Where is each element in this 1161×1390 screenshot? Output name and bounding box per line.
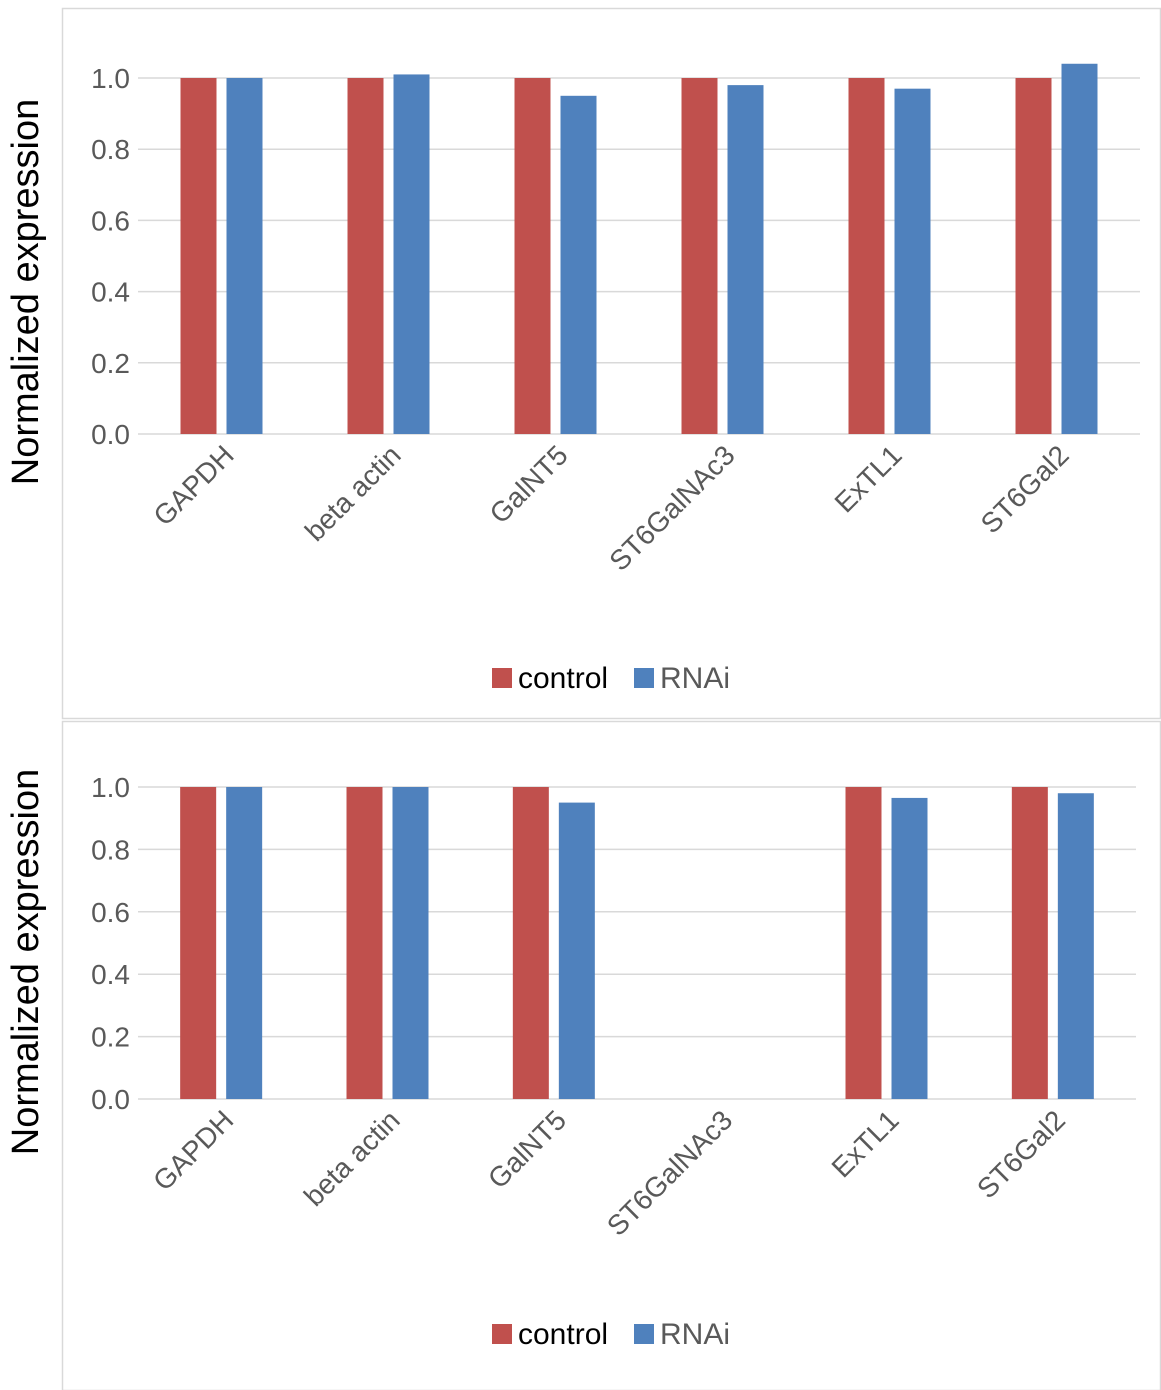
bar-control-extl1 — [848, 78, 885, 434]
legend-label-rnai: RNAi — [660, 1318, 730, 1351]
legend-swatch-rnai — [634, 1324, 654, 1344]
bar-control-beta-actin — [346, 787, 383, 1099]
legend-swatch-control — [492, 1324, 512, 1344]
y-tick-label: 0.2 — [91, 1022, 130, 1053]
bar-rnai-gapdh — [226, 787, 263, 1099]
x-tick-label: GalNT5 — [482, 1104, 572, 1194]
x-tick-label: ST6Gal2 — [971, 1104, 1071, 1204]
x-tick-label: GAPDH — [147, 439, 239, 531]
legend: control RNAi — [492, 662, 730, 695]
x-tick-label: ExTL1 — [826, 1104, 905, 1183]
y-tick-label: 0.6 — [91, 205, 130, 236]
y-tick-label: 1.0 — [91, 772, 130, 803]
legend-label-rnai: RNAi — [660, 662, 730, 695]
bar-control-beta-actin — [347, 78, 384, 434]
y-tick-label: 0.4 — [91, 959, 130, 990]
bar-rnai-st6gal2 — [1057, 793, 1094, 1099]
y-tick-label: 0.6 — [91, 897, 130, 928]
bar-rnai-extl1 — [891, 797, 928, 1099]
bar-rnai-beta-actin — [392, 787, 429, 1099]
bar-rnai-st6gal2 — [1061, 63, 1098, 434]
x-tick-label: GAPDH — [147, 1104, 239, 1196]
x-tick-label: ST6GalNAc3 — [601, 1104, 738, 1241]
x-tick-label: beta actin — [298, 1104, 406, 1212]
y-axis-label: Normalized expression — [5, 99, 47, 486]
bar-rnai-st6galnac3 — [727, 85, 764, 435]
y-tick-label: 0.8 — [91, 834, 130, 865]
legend-label-control: control — [518, 1318, 608, 1351]
y-axis-label: Normalized expression — [5, 769, 47, 1156]
bar-control-extl1 — [845, 787, 882, 1099]
chart-top: 0.0 0.2 0.4 0.6 0.8 1.0 Normalized expression G… — [5, 7, 1161, 720]
y-tick-label: 0.0 — [91, 1084, 130, 1115]
bar-control-gapdh — [180, 78, 217, 434]
y-tick-label: 0.2 — [91, 348, 130, 379]
x-tick-label: ExTL1 — [829, 439, 908, 518]
y-tick-label: 0.0 — [91, 419, 130, 450]
x-tick-label: beta actin — [299, 439, 407, 547]
bar-rnai-gapdh — [226, 78, 263, 434]
y-tick-label: 0.8 — [91, 134, 130, 165]
bar-control-gapdh — [180, 787, 217, 1099]
legend-swatch-control — [492, 668, 512, 688]
bar-control-galnt5 — [512, 787, 549, 1099]
bar-control-galnt5 — [514, 78, 551, 434]
bar-control-st6gal2 — [1011, 787, 1048, 1099]
chart-panel-bottom: 0.0 0.2 0.4 0.6 0.8 1.0 Normalized expression G… — [0, 720, 1161, 1390]
bar-rnai-galnt5 — [560, 95, 597, 435]
bar-control-st6galnac3 — [681, 78, 718, 434]
chart-panel-top: 0.0 0.2 0.4 0.6 0.8 1.0 Normalized expression G… — [5, 7, 1161, 720]
bar-rnai-extl1 — [894, 88, 931, 435]
bar-control-st6gal2 — [1015, 78, 1052, 434]
x-tick-label: GalNT5 — [484, 439, 574, 529]
x-tick-label: ST6GalNAc3 — [603, 439, 740, 576]
legend-swatch-rnai — [634, 668, 654, 688]
bar-rnai-beta-actin — [393, 74, 430, 434]
y-tick-label: 0.4 — [91, 277, 130, 308]
legend-label-control: control — [518, 662, 608, 695]
legend: control RNAi — [492, 1318, 730, 1351]
x-tick-label: ST6Gal2 — [975, 439, 1075, 539]
y-tick-label: 1.0 — [91, 63, 130, 94]
bar-rnai-galnt5 — [558, 802, 595, 1099]
chart-bottom: 0.0 0.2 0.4 0.6 0.8 1.0 Normalized expression G… — [5, 720, 1161, 1390]
